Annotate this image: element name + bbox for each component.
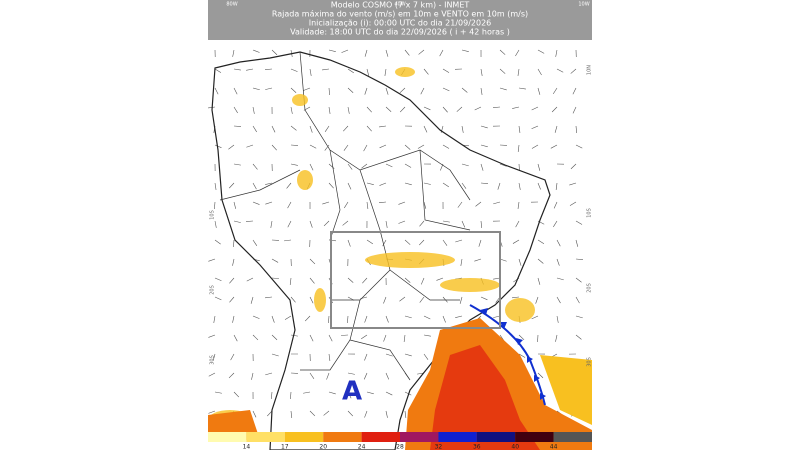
colorbar-label: 44 [550,444,558,451]
colorbar-segment [362,432,400,442]
colorbar-label: 14 [243,444,251,451]
header-line: Rajada máxima do vento (m/s) em 10m e VE… [272,10,528,19]
header-line: Validade: 18:00 UTC do dia 22/09/2026 ( … [290,28,510,37]
colorbar-label: 20 [319,444,327,451]
lat-label: 20S [587,283,593,293]
colorbar-segment [515,432,553,442]
colorbar-segment [208,432,246,442]
lat-label: 10N [587,65,593,75]
colorbar-segment [400,432,438,442]
colorbar-segment [246,432,284,442]
lat-label: 20S [210,285,216,295]
colorbar-label: 24 [358,444,366,451]
lat-label: 10S [587,208,593,218]
map-background [208,0,592,450]
colorbar-label: 40 [511,444,519,451]
colorbar-segment [323,432,361,442]
colorbar-label: 28 [396,444,404,451]
colorbar-label: 17 [281,444,289,451]
colorbar-label: 32 [435,444,443,451]
colorbar-segment [477,432,515,442]
colorbar-segment [554,432,592,442]
pressure-center: A [342,377,362,407]
lat-label: 30S [210,355,216,365]
colorbar-label: 36 [473,444,481,451]
corner-label: 10W [578,2,589,8]
corner-label: 80W [226,2,237,8]
lat-label: 30S [587,357,593,367]
header-line: Inicialização (i): 00:00 UTC do dia 21/0… [309,19,492,28]
lat-label: 10S [210,210,216,220]
corner-label: 40W [394,2,405,8]
colorbar-segment [285,432,323,442]
colorbar-segment [438,432,476,442]
